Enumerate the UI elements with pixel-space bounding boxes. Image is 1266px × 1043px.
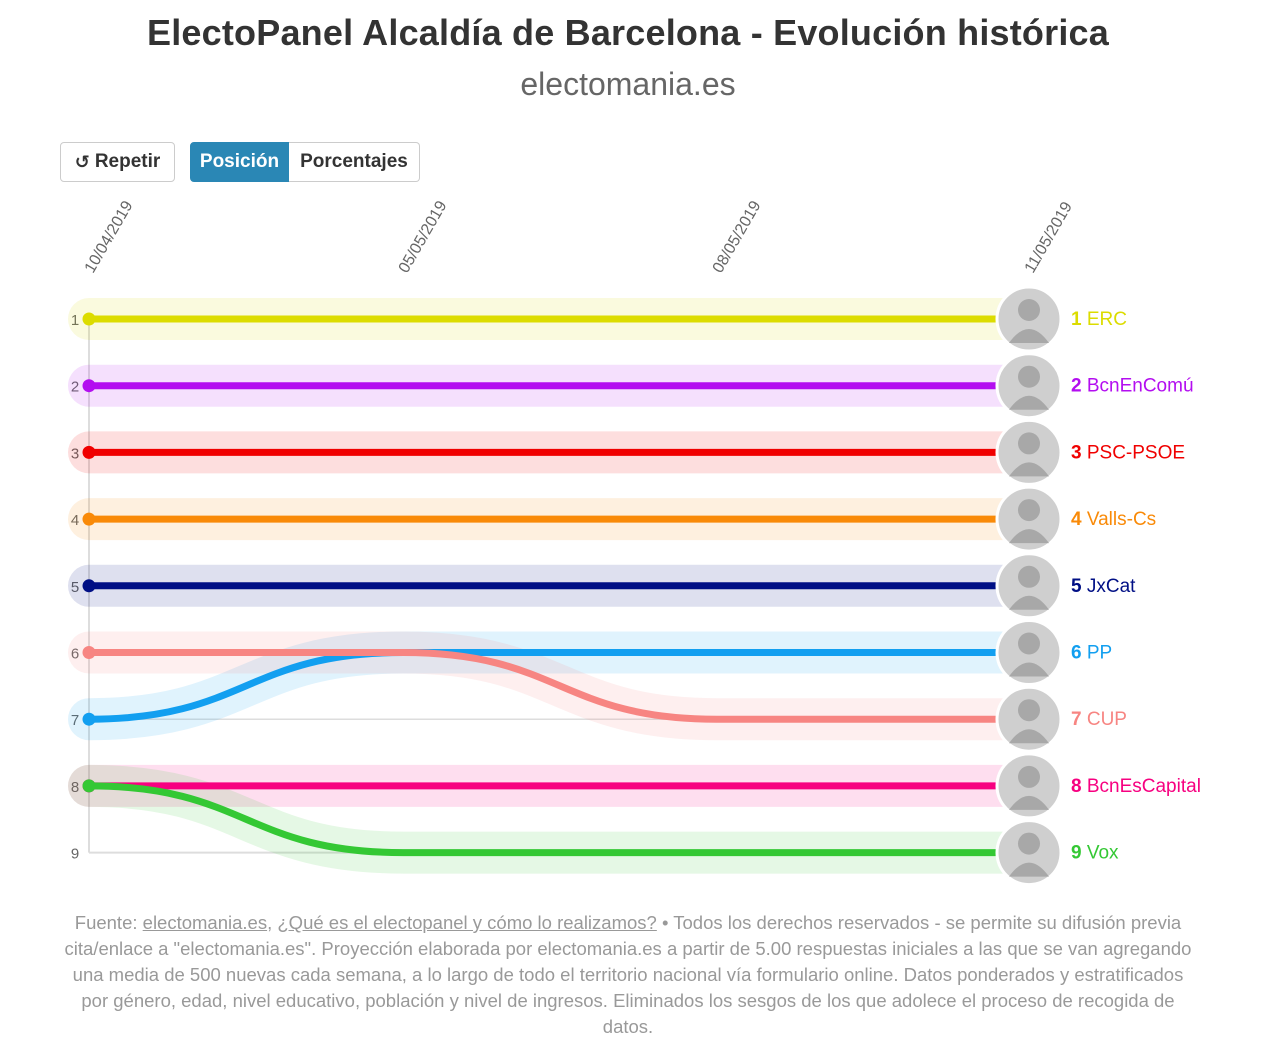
y-tick-label: 2 bbox=[71, 379, 79, 396]
series-end-label: 5 JxCat bbox=[1071, 576, 1136, 597]
avatar-head-icon bbox=[1018, 499, 1040, 522]
series-end-name: Vox bbox=[1082, 843, 1119, 864]
series-start-point bbox=[82, 646, 96, 659]
y-tick-label: 3 bbox=[71, 445, 79, 462]
avatar-body-icon bbox=[1009, 729, 1049, 744]
series-end-label: 9 Vox bbox=[1071, 843, 1119, 864]
series-end-rank: 4 bbox=[1071, 509, 1082, 530]
avatar-head-icon bbox=[1018, 299, 1040, 321]
series-line[interactable] bbox=[88, 649, 1029, 723]
series-end-rank: 5 bbox=[1071, 576, 1082, 597]
position-view-button[interactable]: Posición bbox=[190, 142, 289, 182]
avatar-body-icon bbox=[1009, 529, 1049, 544]
footer-separator: , bbox=[267, 912, 278, 933]
footer-note: Fuente: electomania.es, ¿Qué es el elect… bbox=[60, 910, 1196, 1040]
series-end-label: 6 PP bbox=[1071, 643, 1112, 664]
series-end-rank: 8 bbox=[1071, 776, 1082, 797]
series-line[interactable] bbox=[88, 782, 1029, 857]
series-end-name: PSC-PSOE bbox=[1082, 442, 1185, 463]
avatar-head-icon bbox=[1018, 632, 1040, 655]
y-tick-label: 9 bbox=[71, 846, 79, 863]
series-end-label: 4 Valls-Cs bbox=[1071, 509, 1156, 530]
y-tick-label: 6 bbox=[71, 646, 79, 663]
avatar-head-icon bbox=[1018, 765, 1040, 788]
avatar-body-icon bbox=[1009, 462, 1049, 477]
avatar-head-icon bbox=[1018, 565, 1040, 588]
series-start-point bbox=[82, 579, 96, 593]
series-end-name: JxCat bbox=[1082, 576, 1137, 597]
series-end-rank: 7 bbox=[1071, 709, 1082, 730]
y-tick-label: 5 bbox=[71, 579, 79, 596]
chart-title: ElectoPanel Alcaldía de Barcelona - Evol… bbox=[147, 12, 1109, 53]
series-line[interactable] bbox=[88, 649, 1029, 723]
replay-label: Repetir bbox=[94, 151, 161, 172]
avatar-body-icon bbox=[1009, 862, 1049, 877]
avatar-body-icon bbox=[1009, 662, 1049, 677]
rank-chart: 1 2 3 4 5 6 7 8 9 10/04/2019 05/05/2019 08/05/2019 1… bbox=[68, 198, 1201, 887]
series-end-label: 7 CUP bbox=[1071, 709, 1127, 730]
series-end-label: 3 PSC-PSOE bbox=[1071, 442, 1185, 463]
series-end-name: CUP bbox=[1082, 709, 1127, 730]
x-tick-label: 11/05/2019 bbox=[1022, 199, 1076, 276]
series-end-label: 2 BcnEnComú bbox=[1071, 376, 1194, 397]
series-start-point bbox=[82, 779, 96, 793]
y-tick-label: 8 bbox=[71, 779, 79, 796]
series-end-name: ERC bbox=[1082, 309, 1127, 330]
replay-icon: ↺ bbox=[74, 151, 90, 172]
series-start-point bbox=[82, 312, 96, 326]
series-end-label: 8 BcnEsCapital bbox=[1071, 776, 1201, 797]
avatar-body-icon bbox=[1009, 395, 1049, 410]
series-end-rank: 2 bbox=[1071, 376, 1082, 397]
y-tick-label: 7 bbox=[71, 712, 79, 729]
avatar-head-icon bbox=[1018, 699, 1040, 722]
y-tick-label: 4 bbox=[71, 512, 79, 529]
series-end-rank: 9 bbox=[1071, 843, 1082, 864]
avatar-head-icon bbox=[1018, 365, 1040, 388]
series-end-rank: 1 bbox=[1071, 309, 1082, 330]
series-start-point bbox=[82, 712, 96, 726]
series-end-label: 1 ERC bbox=[1071, 309, 1127, 330]
y-tick-label: 1 bbox=[71, 312, 79, 329]
series-end-name: PP bbox=[1082, 643, 1113, 664]
series-start-point bbox=[82, 512, 96, 526]
x-tick-label: 10/04/2019 bbox=[82, 198, 137, 276]
series-end-name: BcnEsCapital bbox=[1082, 776, 1201, 797]
avatar-body-icon bbox=[1009, 795, 1049, 810]
series-end-rank: 3 bbox=[1071, 442, 1082, 463]
methodology-link[interactable]: ¿Qué es el electopanel y cómo lo realiza… bbox=[277, 912, 657, 933]
percent-view-button[interactable]: Porcentajes bbox=[289, 142, 420, 182]
avatar-head-icon bbox=[1018, 832, 1040, 855]
series-start-point bbox=[82, 445, 96, 459]
x-tick-label: 08/05/2019 bbox=[710, 198, 765, 276]
source-link[interactable]: electomania.es bbox=[142, 912, 268, 933]
series-end-name: BcnEnComú bbox=[1082, 376, 1194, 397]
avatar-body-icon bbox=[1009, 595, 1049, 610]
avatar-body-icon bbox=[1009, 329, 1049, 343]
chart-subtitle: electomania.es bbox=[520, 66, 736, 102]
series-end-rank: 6 bbox=[1071, 643, 1082, 664]
series-end-name: Valls-Cs bbox=[1082, 509, 1157, 530]
x-tick-label: 05/05/2019 bbox=[396, 198, 451, 276]
avatar-head-icon bbox=[1018, 432, 1040, 455]
footer-text: • Todos los derechos reservados - se per… bbox=[64, 912, 1192, 1037]
footer-prefix: Fuente: bbox=[74, 912, 143, 933]
series-start-point bbox=[82, 379, 96, 393]
replay-button[interactable]: ↺ Repetir bbox=[60, 142, 175, 182]
